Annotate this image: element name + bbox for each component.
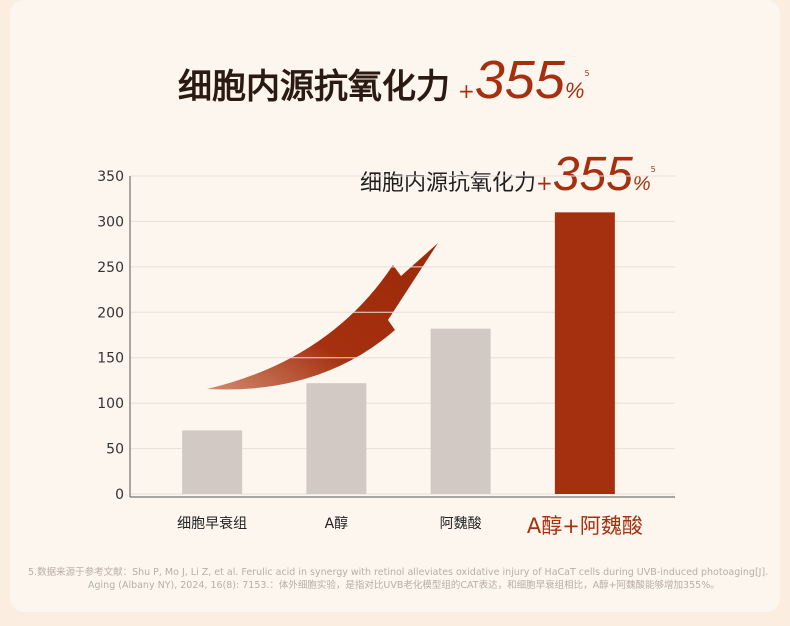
chart-annotation: 细胞内源抗氧化力+355%5 — [360, 148, 656, 201]
bar — [182, 430, 243, 494]
footnote: Aging (Albany NY), 2024, 16(8): 7153.：体外… — [88, 579, 720, 591]
page-title: 细胞内源抗氧化力 +355%5 — [178, 50, 590, 110]
bar — [430, 328, 491, 494]
y-tick-label: 200 — [97, 305, 124, 321]
x-tick-label: A醇+阿魏酸 — [527, 514, 643, 538]
bar — [554, 212, 615, 495]
x-tick-label: 细胞早衰组 — [177, 515, 247, 532]
trend-arrow — [207, 243, 438, 390]
x-tick-label: A醇 — [325, 515, 349, 532]
footnote: 5.数据来源于参考文献：Shu P, Mo J, Li Z, et al. Fe… — [28, 566, 768, 578]
y-tick-label: 300 — [97, 214, 124, 230]
y-tick-label: 0 — [115, 487, 124, 503]
y-tick-label: 250 — [97, 260, 124, 276]
y-tick-label: 150 — [97, 351, 124, 367]
y-tick-label: 50 — [106, 442, 124, 458]
y-tick-label: 100 — [97, 396, 124, 412]
y-tick-label: 350 — [97, 169, 124, 185]
x-tick-label: 阿魏酸 — [440, 516, 482, 532]
bar — [306, 383, 367, 494]
